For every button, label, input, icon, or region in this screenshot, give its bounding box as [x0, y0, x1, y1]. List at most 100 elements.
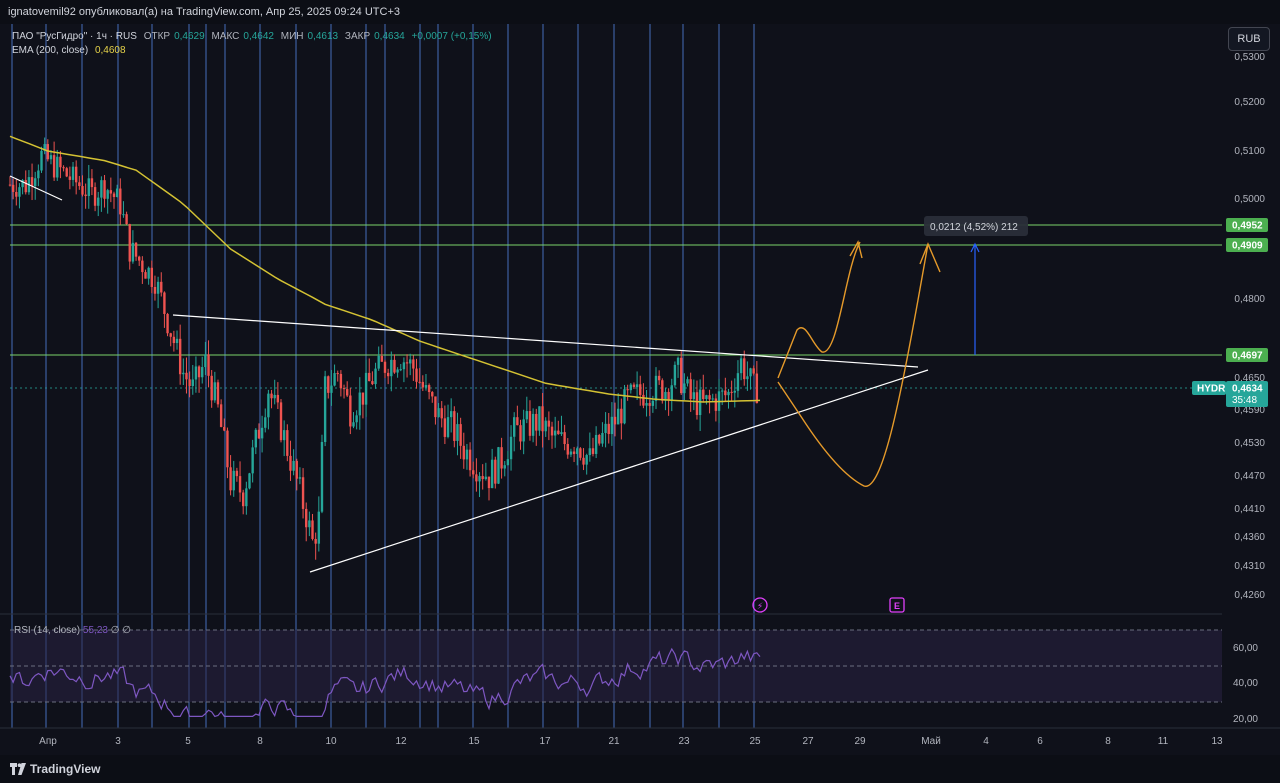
candle[interactable]: [292, 460, 295, 471]
candle[interactable]: [56, 156, 59, 178]
candle[interactable]: [443, 418, 447, 437]
candle[interactable]: [122, 214, 125, 216]
projection-path-up[interactable]: [777, 241, 861, 379]
candle[interactable]: [572, 451, 576, 454]
candle[interactable]: [323, 376, 327, 442]
candle[interactable]: [513, 417, 516, 437]
candle[interactable]: [576, 448, 579, 454]
ema200-line[interactable]: [9, 135, 761, 403]
candle[interactable]: [333, 373, 336, 386]
candle[interactable]: [386, 372, 390, 377]
candle[interactable]: [355, 415, 358, 423]
candle[interactable]: [497, 447, 500, 484]
candle[interactable]: [267, 393, 270, 418]
level-tag[interactable]: [1226, 238, 1268, 252]
candle[interactable]: [680, 357, 683, 394]
candle[interactable]: [528, 411, 532, 436]
candle[interactable]: [188, 379, 191, 387]
candle[interactable]: [591, 448, 595, 454]
candle[interactable]: [547, 420, 551, 427]
candle[interactable]: [301, 477, 305, 509]
candle[interactable]: [702, 389, 705, 400]
candle[interactable]: [613, 416, 617, 425]
candle[interactable]: [71, 166, 75, 180]
candle[interactable]: [197, 366, 201, 378]
candle[interactable]: [676, 357, 680, 365]
candle[interactable]: [175, 338, 179, 344]
candle[interactable]: [336, 373, 339, 375]
candle[interactable]: [226, 430, 229, 468]
candle[interactable]: [383, 361, 387, 373]
candle[interactable]: [106, 190, 109, 199]
candle[interactable]: [560, 432, 563, 435]
candle[interactable]: [286, 430, 289, 456]
projection-path-down-up[interactable]: [777, 243, 929, 487]
candle[interactable]: [689, 379, 692, 400]
candle[interactable]: [522, 419, 525, 442]
candle[interactable]: [320, 441, 324, 512]
trend-line-short[interactable]: [9, 175, 63, 201]
earnings-event-icon[interactable]: [889, 597, 905, 613]
candle[interactable]: [358, 392, 361, 416]
candle[interactable]: [506, 459, 510, 466]
candle[interactable]: [490, 459, 494, 489]
candle[interactable]: [456, 424, 459, 441]
candle[interactable]: [276, 394, 280, 403]
candle[interactable]: [620, 408, 623, 424]
candle[interactable]: [317, 511, 321, 544]
candle[interactable]: [207, 354, 210, 376]
candle[interactable]: [412, 359, 415, 369]
candle[interactable]: [327, 376, 330, 393]
candle[interactable]: [579, 448, 582, 458]
triangle-lower-line[interactable]: [309, 369, 929, 573]
candle[interactable]: [213, 382, 217, 401]
candle[interactable]: [11, 184, 15, 192]
candle[interactable]: [409, 359, 412, 364]
candle[interactable]: [257, 429, 261, 439]
candle[interactable]: [191, 379, 194, 387]
candle[interactable]: [705, 395, 708, 400]
candle[interactable]: [468, 449, 472, 471]
candle[interactable]: [270, 393, 273, 399]
candle[interactable]: [664, 391, 667, 401]
candle[interactable]: [374, 368, 377, 385]
candle[interactable]: [626, 389, 629, 391]
candle[interactable]: [150, 267, 154, 287]
candle[interactable]: [424, 385, 428, 388]
currency-button[interactable]: RUB: [1228, 27, 1270, 51]
candle[interactable]: [87, 178, 90, 197]
candle[interactable]: [40, 150, 43, 171]
candle[interactable]: [34, 178, 37, 187]
candle[interactable]: [81, 186, 84, 195]
candle[interactable]: [755, 373, 759, 404]
candle[interactable]: [380, 355, 384, 362]
candle[interactable]: [349, 395, 352, 427]
candle[interactable]: [264, 417, 267, 428]
candle[interactable]: [418, 381, 421, 383]
candle[interactable]: [78, 182, 81, 187]
candle[interactable]: [714, 398, 718, 411]
candle[interactable]: [632, 384, 636, 388]
candle[interactable]: [74, 166, 78, 183]
candle[interactable]: [683, 383, 686, 394]
candle[interactable]: [254, 429, 257, 448]
candle[interactable]: [342, 388, 346, 390]
candle[interactable]: [352, 422, 355, 427]
candle[interactable]: [642, 394, 645, 406]
triangle-upper-line[interactable]: [172, 314, 919, 368]
candle[interactable]: [282, 430, 286, 441]
candle[interactable]: [475, 474, 478, 482]
candle[interactable]: [298, 477, 302, 479]
candle[interactable]: [415, 368, 418, 382]
candle[interactable]: [156, 281, 160, 294]
candle[interactable]: [607, 423, 610, 435]
candle[interactable]: [535, 413, 538, 431]
candle[interactable]: [160, 281, 163, 293]
ticker-symbol-tag[interactable]: [1192, 381, 1226, 395]
candle[interactable]: [109, 190, 113, 194]
candle[interactable]: [503, 465, 506, 469]
candle[interactable]: [223, 426, 226, 431]
candle[interactable]: [15, 191, 18, 197]
candle[interactable]: [623, 389, 626, 424]
candle[interactable]: [733, 390, 736, 393]
